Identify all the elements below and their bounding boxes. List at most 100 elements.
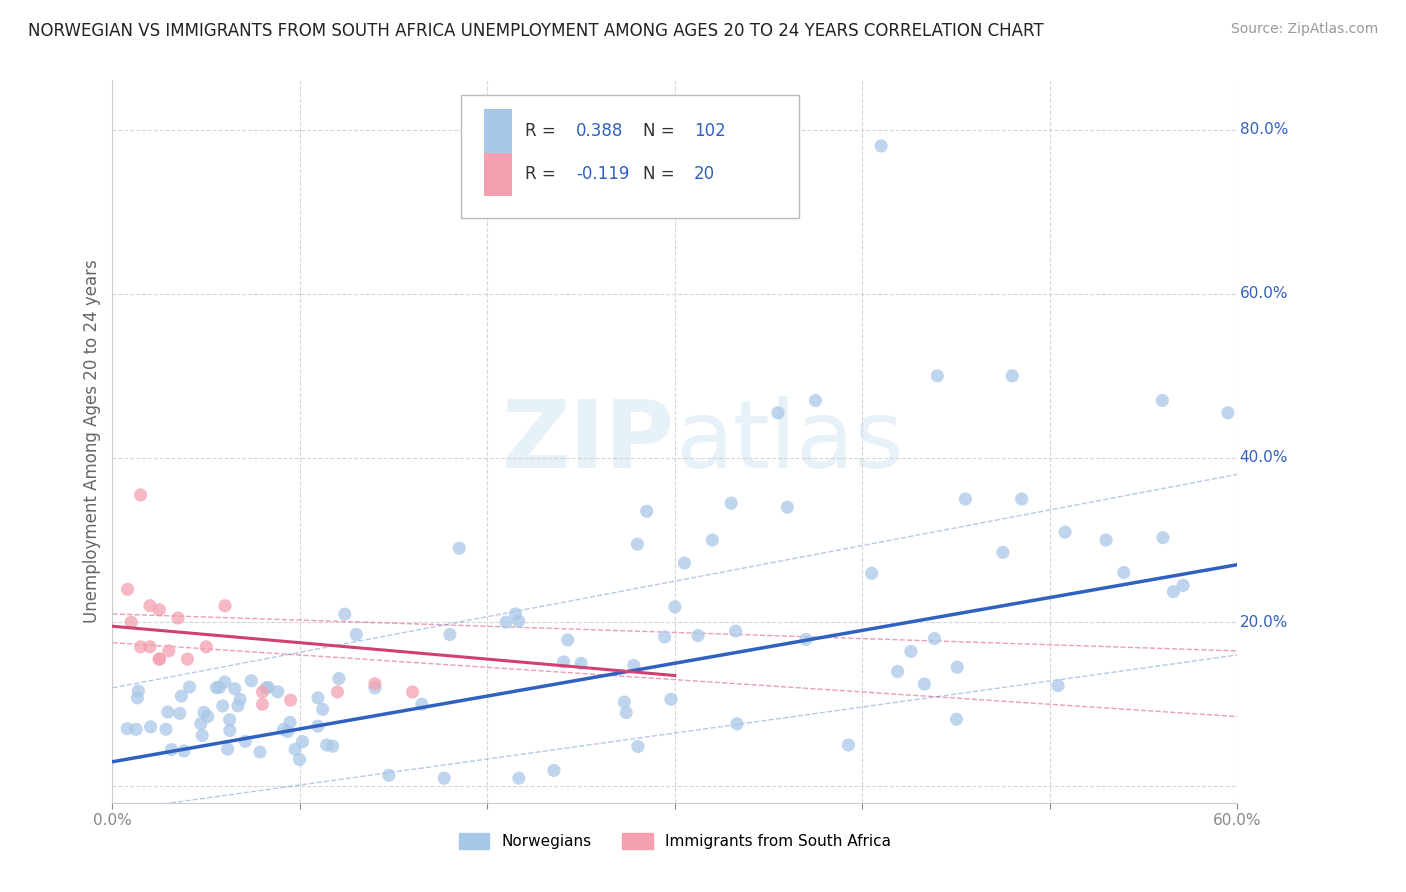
Point xyxy=(252,698,274,712)
Point xyxy=(226,698,249,713)
Point xyxy=(240,673,263,688)
Point xyxy=(208,681,231,695)
Y-axis label: Unemployment Among Ages 20 to 24 years: Unemployment Among Ages 20 to 24 years xyxy=(83,260,101,624)
Point xyxy=(411,698,433,712)
Text: 60.0%: 60.0% xyxy=(1240,286,1288,301)
Point xyxy=(505,607,527,621)
Text: NORWEGIAN VS IMMIGRANTS FROM SOUTH AFRICA UNEMPLOYMENT AMONG AGES 20 TO 24 YEARS: NORWEGIAN VS IMMIGRANTS FROM SOUTH AFRIC… xyxy=(28,22,1043,40)
Text: 80.0%: 80.0% xyxy=(1240,122,1288,137)
Point xyxy=(686,628,709,642)
Point xyxy=(495,615,517,630)
Point xyxy=(273,723,295,737)
Point xyxy=(946,660,969,674)
Point xyxy=(307,690,329,705)
Point xyxy=(326,685,349,699)
Point xyxy=(139,640,162,654)
Point xyxy=(804,393,827,408)
Point xyxy=(614,706,637,720)
Point xyxy=(197,709,219,723)
Point xyxy=(115,722,138,736)
Point xyxy=(449,541,471,556)
Point xyxy=(157,644,180,658)
Point xyxy=(636,504,658,518)
Point xyxy=(508,771,530,785)
Point xyxy=(173,744,195,758)
Point xyxy=(1095,533,1118,547)
Point xyxy=(190,716,212,731)
Point xyxy=(654,630,676,644)
Point xyxy=(543,764,565,778)
Point xyxy=(1171,578,1194,592)
Point xyxy=(311,702,333,716)
Point xyxy=(156,705,179,719)
Point xyxy=(288,752,311,766)
Point xyxy=(155,723,177,737)
Point xyxy=(257,681,280,695)
Point xyxy=(217,742,239,756)
Point xyxy=(176,652,198,666)
Point xyxy=(139,599,162,613)
Point xyxy=(148,652,170,666)
Point xyxy=(725,716,748,731)
Point xyxy=(333,607,356,622)
Point xyxy=(307,719,329,733)
Point xyxy=(401,685,423,699)
Point xyxy=(569,657,592,671)
Point xyxy=(553,655,575,669)
Point xyxy=(724,624,747,639)
Text: R =: R = xyxy=(526,122,561,140)
Point xyxy=(702,533,724,547)
Point xyxy=(508,614,530,628)
Point xyxy=(837,738,859,752)
FancyBboxPatch shape xyxy=(484,109,512,153)
Text: 20: 20 xyxy=(695,165,716,183)
Point xyxy=(1054,525,1077,540)
Point xyxy=(211,698,233,713)
Point xyxy=(254,681,277,695)
Point xyxy=(322,739,344,754)
Point xyxy=(170,689,193,703)
Point xyxy=(229,692,252,706)
Point xyxy=(169,706,191,721)
Point xyxy=(249,745,271,759)
Point xyxy=(623,658,645,673)
Point xyxy=(720,496,742,510)
Point xyxy=(219,723,242,738)
Point xyxy=(991,545,1014,559)
Point xyxy=(1001,368,1024,383)
Point xyxy=(277,724,299,739)
Point xyxy=(191,728,214,742)
Point xyxy=(557,632,579,647)
Point xyxy=(1216,406,1239,420)
Point xyxy=(127,684,149,698)
Point xyxy=(945,712,967,726)
Point xyxy=(613,695,636,709)
Text: atlas: atlas xyxy=(675,395,903,488)
Point xyxy=(179,680,201,694)
Point xyxy=(1112,566,1135,580)
Point xyxy=(860,566,883,581)
Point xyxy=(160,742,183,756)
Point xyxy=(280,693,302,707)
Point xyxy=(924,632,946,646)
Point xyxy=(214,599,236,613)
Text: 40.0%: 40.0% xyxy=(1240,450,1288,466)
Point xyxy=(252,685,274,699)
Point xyxy=(433,771,456,785)
Text: 20.0%: 20.0% xyxy=(1240,615,1288,630)
Point xyxy=(1152,531,1174,545)
Text: N =: N = xyxy=(644,122,681,140)
Point xyxy=(129,488,152,502)
Point xyxy=(766,406,789,420)
Point xyxy=(167,611,190,625)
Point xyxy=(120,615,142,630)
Point xyxy=(626,537,648,551)
Point xyxy=(927,368,949,383)
Point xyxy=(218,713,240,727)
Point xyxy=(439,627,461,641)
Point xyxy=(328,672,350,686)
Text: -0.119: -0.119 xyxy=(576,165,630,183)
Point xyxy=(193,706,215,720)
Point xyxy=(344,627,367,641)
Legend: Norwegians, Immigrants from South Africa: Norwegians, Immigrants from South Africa xyxy=(458,833,891,849)
